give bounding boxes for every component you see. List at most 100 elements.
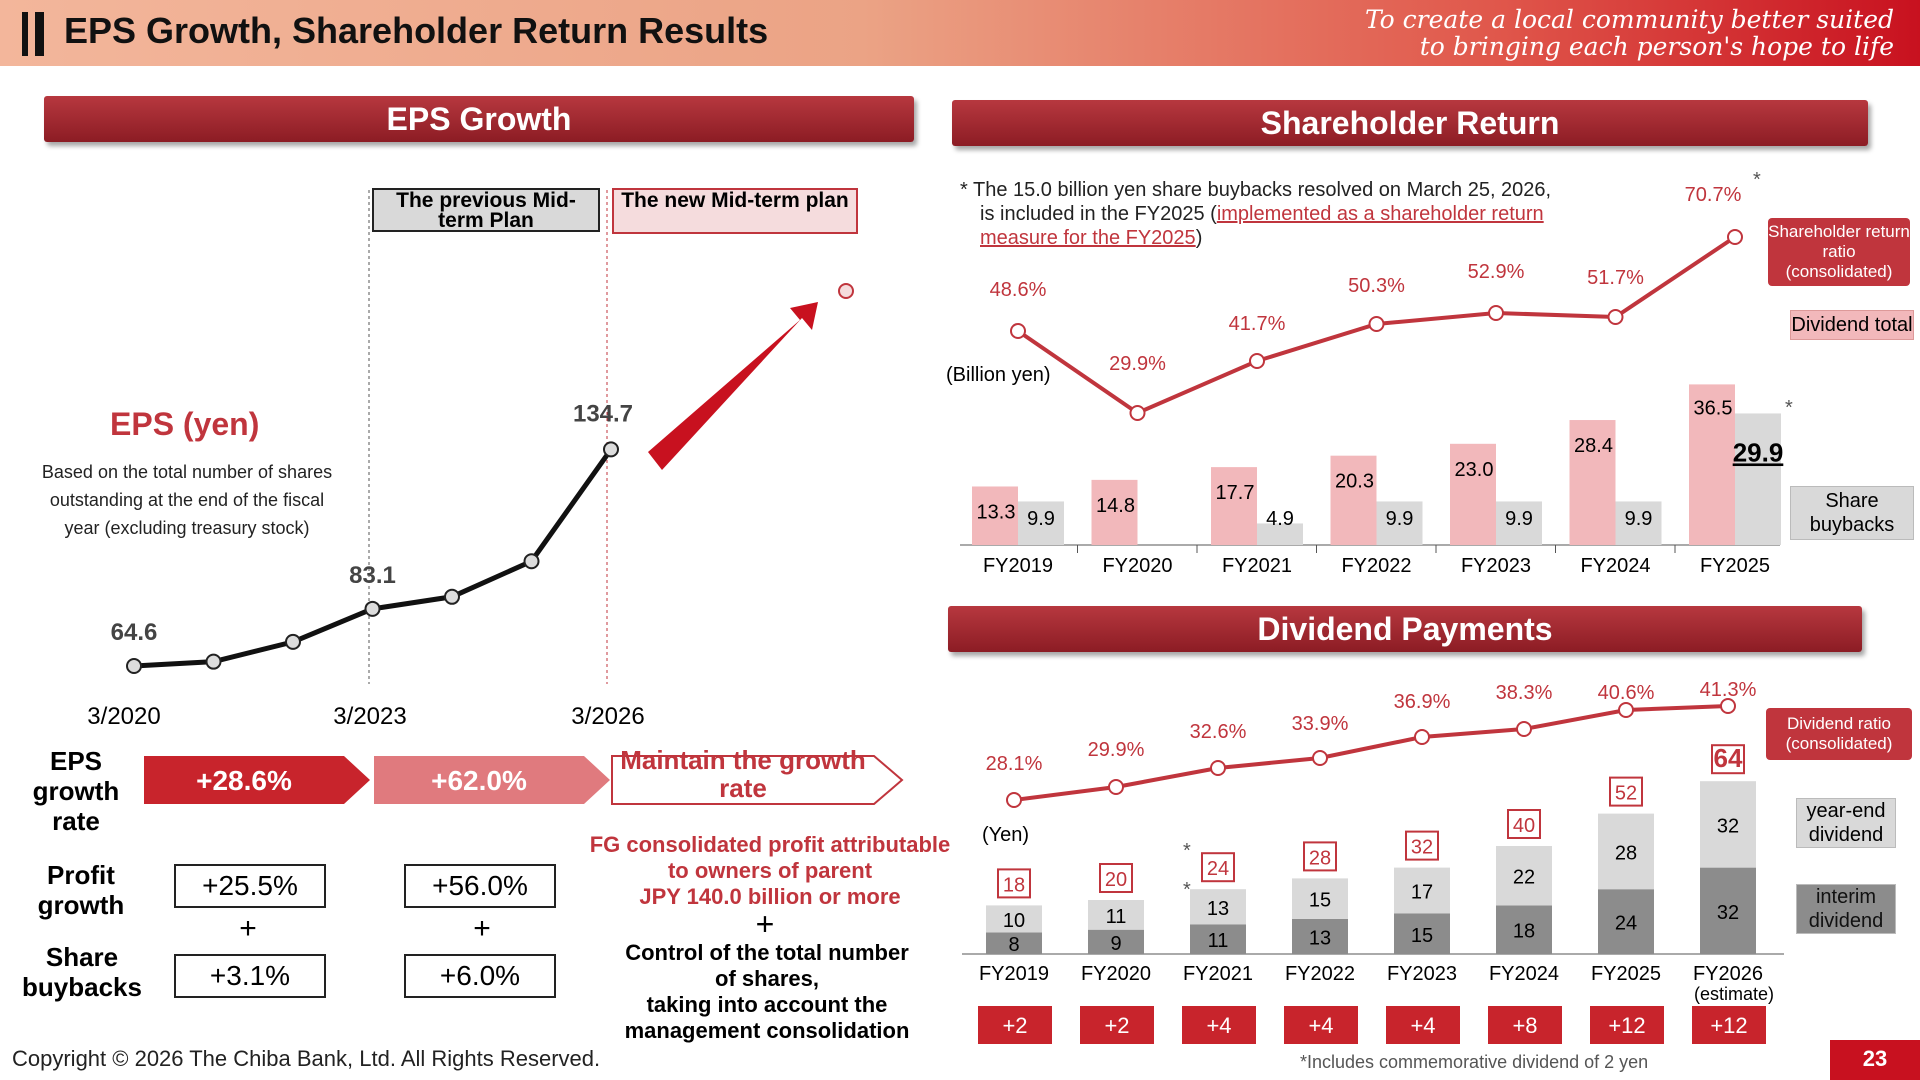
return-ratio-label: 70.7% bbox=[1685, 184, 1742, 206]
share-buyback-label: 9.9 bbox=[1386, 508, 1414, 530]
share-buyback-label: 29.9 bbox=[1733, 437, 1784, 467]
profit-growth-label: Profit growth bbox=[37, 860, 125, 920]
note-line: * The 15.0 billion yen share buybacks re… bbox=[960, 179, 1552, 201]
increment-label: +8 bbox=[1512, 1013, 1537, 1038]
dividend-ratio-tag: Dividend ratio (consolidated) bbox=[1766, 708, 1912, 760]
eps-rate-new: +62.0% bbox=[431, 765, 527, 796]
interim-dividend-bar bbox=[1088, 929, 1144, 954]
dividend-ratio-label: 29.9% bbox=[1088, 739, 1145, 761]
return-ratio-label: 52.9% bbox=[1468, 261, 1525, 283]
dividend-ratio-label: 38.3% bbox=[1496, 682, 1553, 704]
eps-label-note: Based on the total number of shares outs… bbox=[41, 462, 333, 538]
dividend-ratio-point bbox=[1618, 702, 1634, 718]
interim-dividend-label: 15 bbox=[1411, 925, 1433, 947]
legend-dividend-total: Dividend total bbox=[1790, 310, 1914, 340]
dividend-total-label: 20.3 bbox=[1335, 471, 1374, 493]
year-end-dividend-label: 10 bbox=[1003, 910, 1025, 932]
year-end-dividend-label: 17 bbox=[1411, 882, 1433, 904]
category-label: FY2023 bbox=[1461, 555, 1531, 577]
interim-dividend-bar bbox=[986, 932, 1042, 954]
slogan-line: to bringing each person's hope to life bbox=[1419, 32, 1894, 61]
title-marker bbox=[35, 12, 44, 56]
target-line: JPY 140.0 billion or more bbox=[639, 884, 901, 909]
note-link: implemented as a shareholder return bbox=[1216, 203, 1544, 225]
return-ratio-label: 29.9% bbox=[1109, 353, 1166, 375]
increment-label: +12 bbox=[1710, 1013, 1747, 1038]
year-end-dividend-bar bbox=[1292, 878, 1348, 919]
slogan: To create a local community better suite… bbox=[1365, 6, 1894, 60]
category-label: FY2024 bbox=[1580, 555, 1650, 577]
dividend-total-label: 28 bbox=[1309, 847, 1331, 869]
increment-label: +4 bbox=[1206, 1013, 1231, 1038]
dividend-total-label: 36.5 bbox=[1694, 397, 1733, 419]
category-label: FY2021 bbox=[1183, 963, 1253, 985]
interim-dividend-label: 11 bbox=[1208, 930, 1229, 952]
shareholder-ratio-tag: Shareholder return ratio (consolidated) bbox=[1768, 218, 1910, 286]
dividend-ratio-point bbox=[1006, 792, 1022, 808]
year-end-dividend-bar bbox=[986, 905, 1042, 933]
legend-share-buybacks: Share buybacks bbox=[1790, 486, 1914, 540]
target-line: FG consolidated profit attributable bbox=[589, 832, 951, 857]
return-ratio-point bbox=[1727, 229, 1743, 245]
increment-box bbox=[1182, 1006, 1256, 1044]
year-end-dividend-bar bbox=[1598, 813, 1654, 890]
note-text: is included in the FY2025 ( bbox=[980, 203, 1217, 225]
category-label: FY2022 bbox=[1341, 555, 1411, 577]
year-end-dividend-bar bbox=[1700, 781, 1756, 868]
interim-dividend-label: 13 bbox=[1309, 927, 1331, 949]
estimate-label: (estimate) bbox=[1694, 984, 1775, 1004]
year-end-dividend-bar bbox=[1394, 867, 1450, 914]
category-label: FY2019 bbox=[983, 555, 1053, 577]
dividend-ratio-label: 28.1% bbox=[986, 753, 1043, 775]
interim-dividend-bar bbox=[1700, 867, 1756, 954]
interim-dividend-bar bbox=[1496, 905, 1552, 954]
return-ratio-label: 41.7% bbox=[1229, 313, 1286, 335]
return-ratio-point bbox=[1249, 353, 1265, 369]
year-end-dividend-label: 15 bbox=[1309, 890, 1331, 912]
dividend-total-box bbox=[1609, 776, 1643, 807]
eps-label-title: EPS (yen) bbox=[110, 406, 260, 442]
interim-dividend-label: 8 bbox=[1008, 934, 1019, 956]
note-line: measure for the FY2025) bbox=[960, 226, 1640, 250]
interim-dividend-label: 24 bbox=[1615, 913, 1637, 935]
growth-arrow bbox=[648, 302, 818, 470]
year-end-dividend-label: 22 bbox=[1513, 867, 1535, 889]
plus-sign: + bbox=[473, 912, 491, 945]
increment-label: +4 bbox=[1410, 1013, 1435, 1038]
increment-box bbox=[1488, 1006, 1562, 1044]
buyback-prev: +3.1% bbox=[174, 954, 326, 998]
increment-box bbox=[1386, 1006, 1460, 1044]
interim-dividend-label: 18 bbox=[1513, 921, 1535, 943]
eps-growth-rate-label: EPS growth rate bbox=[32, 746, 120, 836]
plus-sign: + bbox=[755, 906, 775, 942]
year-end-dividend-bar bbox=[1088, 900, 1144, 930]
dividend-ratio-point bbox=[1210, 760, 1226, 776]
dividend-total-box bbox=[1405, 830, 1439, 861]
dividend-total-label: 17.7 bbox=[1216, 482, 1255, 504]
copyright: Copyright © 2026 The Chiba Bank, Ltd. Al… bbox=[12, 1046, 601, 1071]
dividend-unit: (Yen) bbox=[982, 824, 1030, 846]
eps-point bbox=[603, 441, 619, 458]
dividend-total-label: 32 bbox=[1411, 837, 1433, 859]
interim-dividend-label: 32 bbox=[1717, 902, 1739, 924]
dividend-ratio-label: 40.6% bbox=[1598, 682, 1655, 704]
eps-rate-future: Maintain the growth rate bbox=[620, 745, 866, 803]
share-buyback-bar bbox=[1496, 501, 1542, 545]
interim-dividend-bar bbox=[1292, 918, 1348, 954]
control-line: management consolidation bbox=[624, 1018, 910, 1043]
dividend-total-bar bbox=[1569, 420, 1616, 545]
rate-arrow-new bbox=[374, 756, 610, 804]
previous-plan-label: The previous Mid-term Plan bbox=[372, 188, 600, 232]
category-label: FY2020 bbox=[1102, 555, 1172, 577]
category-label: FY2024 bbox=[1489, 963, 1559, 985]
category-label: FY2020 bbox=[1081, 963, 1151, 985]
dividend-total-label: 52 bbox=[1615, 783, 1637, 805]
dividend-total-label: 14.8 bbox=[1096, 495, 1135, 517]
year-end-dividend-label: 28 bbox=[1615, 842, 1637, 864]
share-buyback-label: 9.9 bbox=[1505, 508, 1533, 530]
eps-point bbox=[126, 658, 142, 674]
slogan-line: To create a local community better suite… bbox=[1364, 5, 1894, 34]
eps-chart: 64.6 83.1 134.7 3/2020 3/2023 3/2026 bbox=[87, 190, 854, 730]
dividend-total-label: 64 bbox=[1714, 743, 1743, 773]
interim-dividend-bar bbox=[1598, 889, 1654, 954]
